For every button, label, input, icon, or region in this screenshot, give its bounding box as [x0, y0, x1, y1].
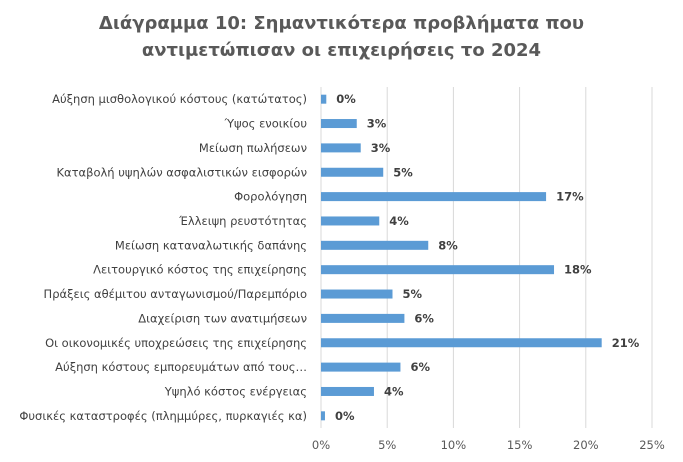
data-label: 3% — [371, 141, 391, 155]
bar — [321, 240, 429, 250]
data-label: 4% — [384, 384, 404, 398]
data-label: 5% — [402, 287, 422, 301]
category-label: Λειτουργικό κόστος της επιχείρησης — [93, 263, 307, 277]
chart-title: Διάγραμμα 10: Σημαντικότερα προβλήματα π… — [0, 10, 683, 64]
data-label: 21% — [612, 336, 640, 350]
data-label: 4% — [389, 214, 409, 228]
data-label: 6% — [410, 360, 430, 374]
category-label: Αύξηση μισθολογικού κόστους (κατώτατος) — [52, 92, 307, 106]
x-tick-label: 20% — [573, 438, 599, 452]
bar — [321, 216, 380, 226]
x-tick-label: 5% — [378, 438, 396, 452]
category-label: Υψηλό κόστος ενέργειας — [164, 384, 307, 398]
data-label: 6% — [414, 311, 434, 325]
bar — [321, 167, 384, 177]
category-label: Ύψος ενοικίου — [224, 117, 307, 131]
bar — [321, 94, 327, 104]
category-label: Οι οικονομικές υποχρεώσεις της επιχείρησ… — [45, 336, 307, 350]
category-label: Μείωση πωλήσεων — [199, 141, 307, 155]
data-label: 0% — [335, 409, 355, 423]
data-label: 0% — [336, 92, 356, 106]
category-label: Φορολόγηση — [234, 190, 307, 204]
chart-title-line-1: Διάγραμμα 10: Σημαντικότερα προβλήματα π… — [98, 13, 585, 34]
data-label: 3% — [367, 117, 387, 131]
bar — [321, 411, 325, 421]
bar — [321, 119, 357, 129]
data-label: 17% — [556, 190, 584, 204]
chart-title-line-2: αντιμετώπισαν οι επιχειρήσεις το 2024 — [141, 40, 542, 61]
x-tick-label: 10% — [441, 438, 467, 452]
data-label: 5% — [393, 165, 413, 179]
bar — [321, 143, 361, 153]
bar — [321, 338, 602, 348]
category-label: Έλλειψη ρευστότητας — [178, 214, 307, 228]
bar — [321, 386, 374, 396]
x-tick-label: 0% — [312, 438, 330, 452]
category-label: Καταβολή υψηλών ασφαλιστικών εισφορών — [57, 165, 308, 179]
bar — [321, 265, 555, 275]
data-label: 8% — [438, 238, 458, 252]
category-label: Πράξεις αθέμιτου ανταγωνισμού/Παρεμπόριο — [44, 287, 307, 301]
bar — [321, 362, 401, 372]
x-tick-label: 25% — [639, 438, 665, 452]
bar — [321, 289, 393, 299]
bar — [321, 192, 547, 202]
data-label: 18% — [564, 263, 592, 277]
category-label: Αύξηση κόστους εμπορευμάτων από τους… — [55, 360, 307, 374]
bar — [321, 313, 405, 323]
category-label: Διαχείριση των ανατιμήσεων — [138, 311, 307, 325]
x-tick-label: 15% — [507, 438, 533, 452]
category-label: Φυσικές καταστροφές (πλημμύρες, πυρκαγιέ… — [19, 409, 307, 423]
category-label: Μείωση καταναλωτικής δαπάνης — [115, 238, 307, 252]
